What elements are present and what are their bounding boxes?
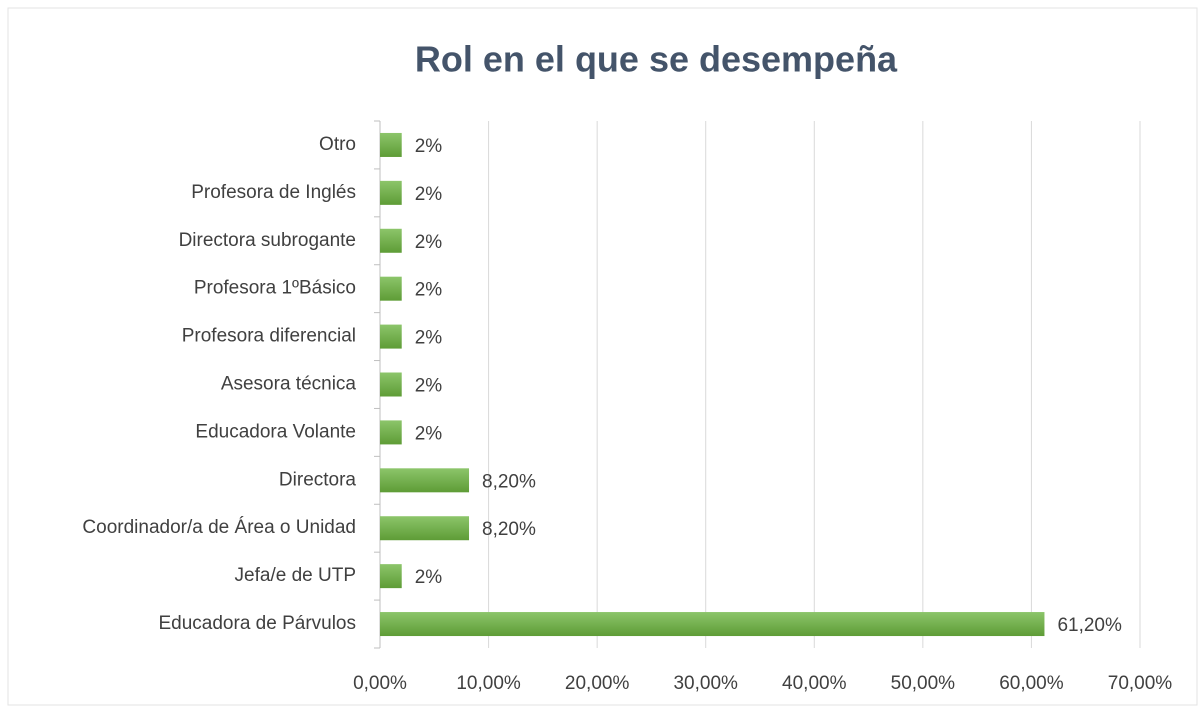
y-tick-label: Otro (319, 134, 356, 155)
y-tick-label: Profesora diferencial (182, 326, 356, 347)
y-tick-label: Directora subrogante (179, 230, 356, 251)
bar (380, 516, 470, 541)
x-tick-label: 70,00% (1108, 673, 1173, 694)
y-tick-label: Profesora de Inglés (191, 182, 356, 203)
x-tick-label: 0,00% (353, 673, 407, 694)
x-tick-label: 60,00% (999, 673, 1064, 694)
value-label: 61,20% (1057, 615, 1122, 636)
bar (380, 132, 402, 157)
y-tick-label: Educadora de Párvulos (158, 613, 356, 634)
y-tick-label: Educadora Volante (195, 421, 356, 442)
chart-title: Rol en el que se desempeña (415, 39, 898, 80)
value-label: 2% (415, 328, 443, 349)
y-tick-label: Profesora 1ºBásico (194, 278, 356, 299)
bar (380, 180, 402, 205)
bar (380, 420, 402, 445)
y-tick-label: Directora (279, 469, 357, 490)
value-label: 2% (415, 232, 443, 253)
bar (380, 228, 402, 253)
bar (380, 372, 402, 397)
y-tick-label: Asesora técnica (221, 374, 357, 395)
y-tick-label: Coordinador/a de Área o Unidad (82, 517, 356, 538)
x-tick-label: 10,00% (456, 673, 521, 694)
x-tick-label: 50,00% (891, 673, 956, 694)
value-label: 8,20% (482, 471, 536, 492)
value-label: 8,20% (482, 519, 536, 540)
y-tick-label: Jefa/e de UTP (235, 565, 356, 586)
value-label: 2% (415, 184, 443, 205)
bar (380, 276, 402, 301)
x-tick-label: 30,00% (673, 673, 738, 694)
value-label: 2% (415, 136, 443, 157)
chart-frame (7, 7, 1198, 706)
x-tick-label: 20,00% (565, 673, 630, 694)
bar (380, 564, 402, 589)
bar (380, 324, 402, 349)
x-tick-label: 40,00% (782, 673, 847, 694)
bar (380, 468, 470, 493)
value-label: 2% (415, 423, 443, 444)
value-label: 2% (415, 376, 443, 397)
value-label: 2% (415, 567, 443, 588)
value-label: 2% (415, 280, 443, 301)
bar (380, 612, 1045, 637)
